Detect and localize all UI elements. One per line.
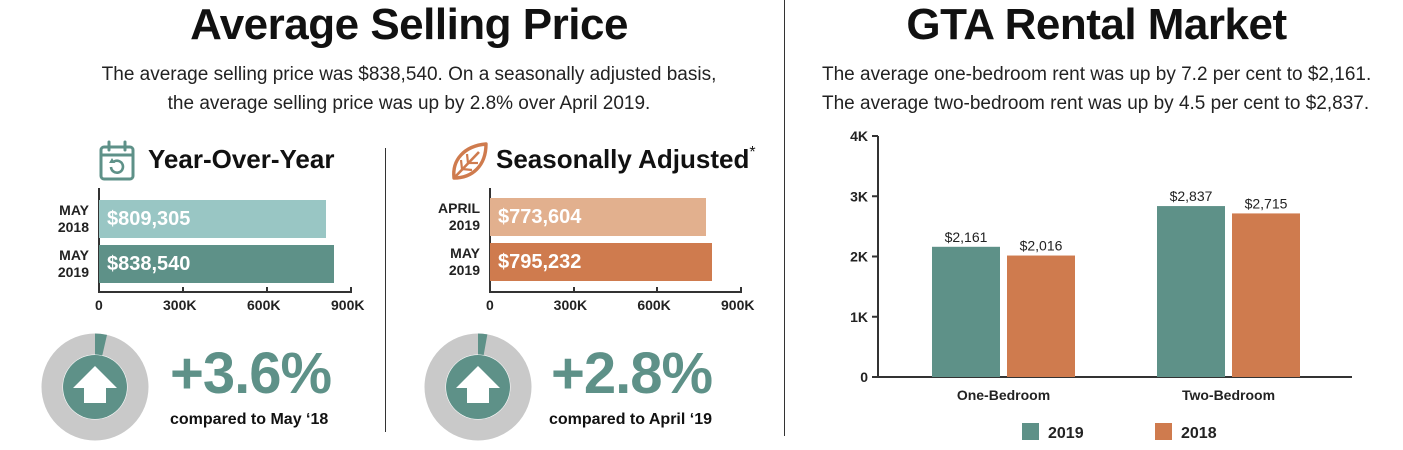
yoy-x-tick-label: 900K <box>331 297 365 313</box>
yoy-category-line: MAY <box>59 202 89 218</box>
yoy-y-axis <box>98 188 100 291</box>
yoy-x-tick <box>350 287 352 293</box>
legend-swatch <box>1155 423 1172 440</box>
rental-bar-label: $2,837 <box>1170 188 1213 204</box>
sa-percent: +2.8% <box>551 341 713 406</box>
rental-y-tick-label: 0 <box>860 369 868 385</box>
yoy-compare-text: compared to May ‘18 <box>170 411 329 428</box>
sa-heading: Seasonally Adjusted* <box>496 144 756 175</box>
rental-subtitle-line-2: The average two-bedroom rent was up by 4… <box>822 93 1370 114</box>
sa-x-tick-label: 600K <box>637 297 671 313</box>
sa-x-tick <box>740 287 742 293</box>
yoy-bar-label: $838,540 <box>107 253 191 275</box>
yoy-bar <box>99 245 334 283</box>
yoy-progress-ring <box>41 333 149 441</box>
yoy-x-tick-label: 300K <box>163 297 197 313</box>
rental-y-tick-label: 1K <box>850 309 868 325</box>
rental-bar <box>1232 213 1300 377</box>
rental-bar <box>1007 255 1075 377</box>
yoy-x-tick <box>182 287 184 293</box>
rental-bar-label: $2,715 <box>1245 195 1288 211</box>
sa-bar <box>490 198 706 236</box>
up-arrow-icon <box>73 366 117 403</box>
sa-x-tick <box>572 287 575 293</box>
rental-bar-label: $2,016 <box>1020 238 1063 254</box>
sa-compare-text: compared to April ‘19 <box>549 411 712 428</box>
yoy-x-tick-label: 0 <box>95 297 103 313</box>
up-arrow-icon <box>456 366 500 403</box>
yoy-x-tick <box>266 287 268 293</box>
sa-bar-chart: $773,604 APRIL 2019 $795,232 MAY 2019 0 300K 600… <box>0 0 790 330</box>
sa-progress-ring <box>424 333 532 441</box>
sa-bar <box>490 243 712 281</box>
sa-x-tick-label: 900K <box>721 297 755 313</box>
yoy-x-tick <box>98 287 100 293</box>
yoy-category-label: MAY 2019 <box>29 247 89 281</box>
sa-x-tick-label: 0 <box>486 297 494 313</box>
selling-subtitle-line-2: the average selling price was up by 2.8%… <box>167 93 651 114</box>
sa-category-line: 2019 <box>448 217 480 233</box>
rental-bar <box>1157 206 1225 377</box>
sa-heading-text: Seasonally Adjusted <box>496 144 750 174</box>
selling-subtitle-line-1: The average selling price was $838,540. … <box>101 64 717 85</box>
legend-swatch <box>1022 423 1039 440</box>
sa-category-line: 2019 <box>448 262 480 278</box>
yoy-bar-label: $809,305 <box>107 208 191 230</box>
legend-label: 2018 <box>1181 425 1217 442</box>
sa-x-tick <box>489 287 491 293</box>
yoy-heading: Year-Over-Year <box>148 144 335 174</box>
yoy-x-tick-label: 600K <box>247 297 281 313</box>
sa-category-label: APRIL 2019 <box>420 200 480 234</box>
yoy-category-label: MAY 2018 <box>29 202 89 236</box>
rental-bar <box>932 246 1000 377</box>
leaf-icon <box>448 140 490 182</box>
legend-label: 2019 <box>1048 425 1084 442</box>
ring-progress <box>477 333 488 356</box>
main-divider <box>784 0 785 436</box>
sa-x-axis <box>489 291 742 293</box>
sa-category-line: MAY <box>450 245 480 261</box>
yoy-category-line: MAY <box>59 247 89 263</box>
left-divider <box>385 148 386 432</box>
ring-progress <box>94 333 107 356</box>
sa-bar-label: $773,604 <box>498 206 582 228</box>
rental-y-tick-label: 2K <box>850 249 868 265</box>
selling-title: Average Selling Price <box>190 0 628 49</box>
sa-asterisk: * <box>749 144 756 161</box>
rental-y-tick-label: 3K <box>850 188 868 204</box>
yoy-category-line: 2018 <box>57 219 89 235</box>
sa-y-axis <box>489 188 491 291</box>
yoy-percent: +3.6% <box>170 341 332 406</box>
sa-category-label: MAY 2019 <box>420 245 480 279</box>
rental-subtitle-line-1: The average one-bedroom rent was up by 7… <box>822 64 1372 85</box>
rental-bar-label: $2,161 <box>945 229 988 245</box>
yoy-bar-chart: $809,305 MAY 2018 $838,540 MAY 2019 0 300K 600K 9… <box>0 0 400 330</box>
sa-bar-label: $795,232 <box>498 251 582 273</box>
rental-category-label: Two-Bedroom <box>1182 387 1275 403</box>
calendar-refresh-icon <box>98 140 136 182</box>
yoy-bar <box>99 200 326 238</box>
rental-title: GTA Rental Market <box>906 0 1287 49</box>
yoy-category-line: 2019 <box>57 264 89 280</box>
rental-category-label: One-Bedroom <box>957 387 1050 403</box>
sa-x-tick <box>656 287 659 293</box>
sa-x-tick-label: 300K <box>553 297 588 313</box>
rental-y-tick-label: 4K <box>850 128 868 144</box>
sa-category-line: APRIL <box>438 200 480 216</box>
yoy-x-axis <box>98 291 352 293</box>
